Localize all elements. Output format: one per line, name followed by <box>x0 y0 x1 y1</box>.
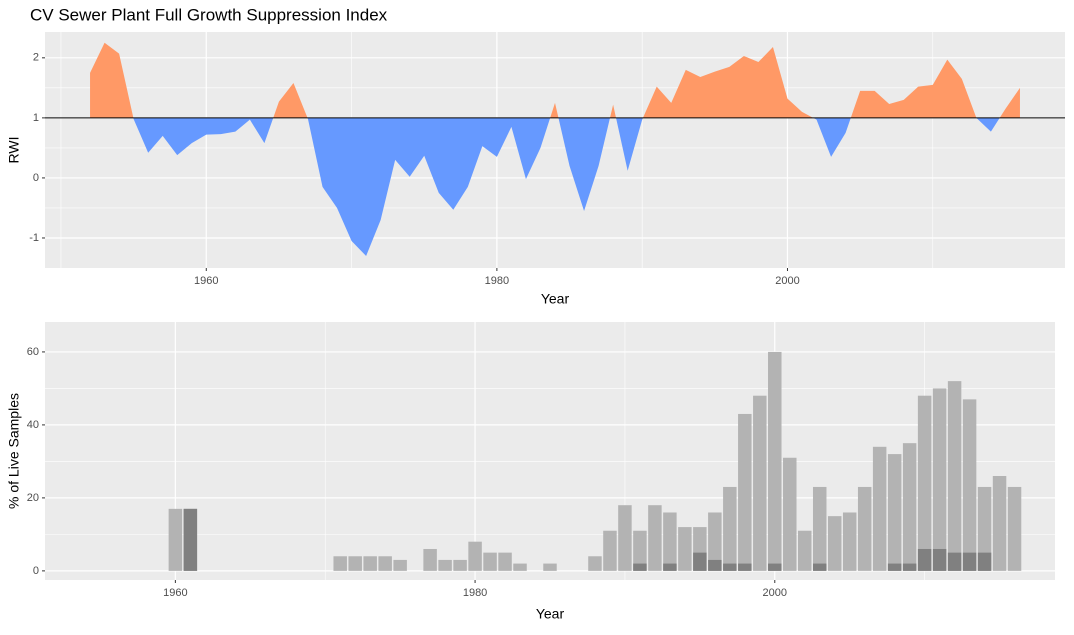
y-tick-label: 1 <box>33 112 39 124</box>
bar <box>603 530 617 571</box>
bar <box>887 454 902 571</box>
bar <box>663 563 677 571</box>
bar <box>917 395 932 571</box>
bar <box>768 563 782 571</box>
bar <box>468 541 482 571</box>
bar <box>378 556 392 571</box>
bar <box>393 559 407 571</box>
bar <box>693 552 707 571</box>
bar <box>783 457 797 571</box>
bar <box>183 508 198 571</box>
bar <box>902 443 917 571</box>
bar <box>962 399 977 571</box>
bar <box>932 548 947 571</box>
area-above <box>90 42 1020 118</box>
bar <box>483 552 497 571</box>
bar <box>753 395 767 571</box>
y-tick-label: 2 <box>33 52 39 64</box>
bar <box>333 556 347 571</box>
y-axis-label: % of Live Samples <box>6 393 22 509</box>
bar <box>618 505 632 571</box>
bar <box>723 486 737 571</box>
bar <box>962 552 977 571</box>
bar <box>423 548 437 571</box>
y-tick-label: 0 <box>33 172 39 184</box>
x-axis-label: Year <box>536 606 565 622</box>
bar <box>708 512 722 571</box>
bar <box>857 486 872 571</box>
bar <box>678 527 692 571</box>
bar <box>633 530 647 571</box>
bar <box>872 446 887 571</box>
bar <box>932 388 947 571</box>
x-tick-label: 1980 <box>485 275 509 287</box>
bar <box>513 563 527 571</box>
x-tick-label: 1960 <box>163 587 187 599</box>
x-tick-label: 2000 <box>775 275 799 287</box>
bar <box>812 486 827 571</box>
bar <box>543 563 557 571</box>
bar <box>977 486 992 571</box>
bar <box>902 563 917 571</box>
bar <box>768 351 782 571</box>
bar <box>1007 486 1022 571</box>
bar <box>992 475 1007 571</box>
bar <box>887 563 902 571</box>
bar <box>947 552 962 571</box>
bar <box>168 508 183 571</box>
plot-background <box>45 32 1065 268</box>
bar <box>363 556 377 571</box>
bar <box>498 552 512 571</box>
bar <box>633 563 647 571</box>
area-below <box>90 117 1020 256</box>
bar <box>738 413 752 571</box>
y-tick-label: 20 <box>27 492 39 504</box>
chart-title: CV Sewer Plant Full Growth Suppression I… <box>30 5 388 24</box>
bar <box>438 559 452 571</box>
bar <box>723 563 737 571</box>
bar <box>812 563 827 571</box>
x-tick-label: 1960 <box>194 275 218 287</box>
bar <box>798 530 812 571</box>
y-tick-label: 0 <box>33 565 39 577</box>
bar <box>977 552 992 571</box>
bar <box>827 516 842 571</box>
x-axis-label: Year <box>541 291 570 307</box>
y-tick-label: 60 <box>27 346 39 358</box>
bar <box>708 559 722 571</box>
bar <box>648 505 662 571</box>
y-tick-label: 40 <box>27 419 39 431</box>
plot-background <box>45 322 1055 580</box>
y-tick-label: -1 <box>29 232 39 244</box>
bar <box>453 559 467 571</box>
bar <box>947 381 962 571</box>
bar <box>348 556 362 571</box>
bar <box>842 512 857 571</box>
x-tick-label: 1980 <box>463 587 487 599</box>
bar <box>663 512 677 571</box>
bar <box>588 556 602 571</box>
y-axis-label: RWI <box>6 137 22 164</box>
x-tick-label: 2000 <box>763 587 787 599</box>
bar <box>738 563 752 571</box>
bar <box>917 548 932 571</box>
